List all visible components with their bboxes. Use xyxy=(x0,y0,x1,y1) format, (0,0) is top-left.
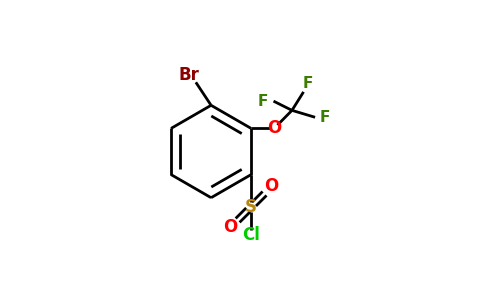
Text: O: O xyxy=(224,218,238,236)
Text: F: F xyxy=(303,76,313,91)
Text: F: F xyxy=(319,110,330,125)
Text: O: O xyxy=(264,177,279,195)
Text: Cl: Cl xyxy=(242,226,260,244)
Text: O: O xyxy=(267,119,281,137)
Text: S: S xyxy=(245,198,257,216)
Text: F: F xyxy=(258,94,268,109)
Text: Br: Br xyxy=(179,66,199,84)
